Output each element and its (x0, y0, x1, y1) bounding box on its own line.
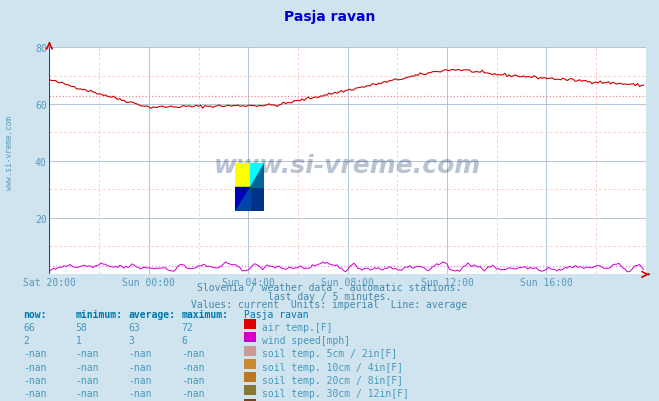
Text: minimum:: minimum: (76, 309, 123, 319)
Text: www.si-vreme.com: www.si-vreme.com (5, 115, 14, 189)
Bar (250, 163, 264, 187)
Text: Values: current  Units: imperial  Line: average: Values: current Units: imperial Line: av… (191, 300, 468, 310)
Text: www.si-vreme.com: www.si-vreme.com (214, 154, 481, 178)
Text: soil temp. 20cm / 8in[F]: soil temp. 20cm / 8in[F] (262, 375, 403, 385)
Text: -nan: -nan (23, 348, 47, 358)
Text: -nan: -nan (181, 375, 205, 385)
Text: 72: 72 (181, 322, 193, 332)
Text: -nan: -nan (129, 362, 152, 372)
Text: now:: now: (23, 309, 47, 319)
Text: -nan: -nan (129, 348, 152, 358)
Text: soil temp. 10cm / 4in[F]: soil temp. 10cm / 4in[F] (262, 362, 403, 372)
Text: last day / 5 minutes.: last day / 5 minutes. (268, 291, 391, 301)
Text: Slovenia / weather data - automatic stations.: Slovenia / weather data - automatic stat… (197, 283, 462, 293)
Text: 6: 6 (181, 335, 187, 345)
Text: -nan: -nan (181, 348, 205, 358)
Polygon shape (235, 187, 250, 211)
Polygon shape (250, 163, 264, 187)
Text: 58: 58 (76, 322, 88, 332)
Text: -nan: -nan (23, 362, 47, 372)
Text: air temp.[F]: air temp.[F] (262, 322, 333, 332)
Text: -nan: -nan (23, 375, 47, 385)
Text: -nan: -nan (76, 388, 100, 398)
Text: 66: 66 (23, 322, 35, 332)
Text: 63: 63 (129, 322, 140, 332)
Text: Pasja ravan: Pasja ravan (284, 10, 375, 24)
Text: soil temp. 5cm / 2in[F]: soil temp. 5cm / 2in[F] (262, 348, 397, 358)
Text: -nan: -nan (181, 362, 205, 372)
Text: -nan: -nan (76, 348, 100, 358)
Text: -nan: -nan (181, 388, 205, 398)
Text: 1: 1 (76, 335, 82, 345)
Bar (250, 187, 264, 211)
Text: -nan: -nan (76, 362, 100, 372)
Text: maximum:: maximum: (181, 309, 228, 319)
Text: Pasja ravan: Pasja ravan (244, 309, 308, 319)
Text: wind speed[mph]: wind speed[mph] (262, 335, 351, 345)
Text: -nan: -nan (23, 388, 47, 398)
Text: 2: 2 (23, 335, 29, 345)
Bar (235, 163, 250, 187)
Text: average:: average: (129, 309, 175, 319)
Text: -nan: -nan (76, 375, 100, 385)
Bar (235, 187, 250, 211)
Text: -nan: -nan (129, 375, 152, 385)
Text: 3: 3 (129, 335, 134, 345)
Text: soil temp. 30cm / 12in[F]: soil temp. 30cm / 12in[F] (262, 388, 409, 398)
Text: -nan: -nan (129, 388, 152, 398)
